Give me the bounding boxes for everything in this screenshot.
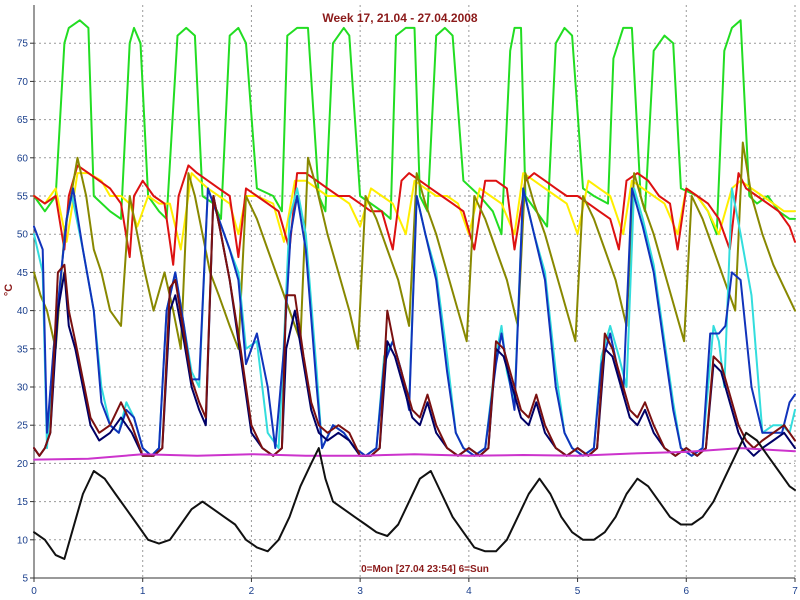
- x-tick-label: 6: [684, 586, 690, 597]
- y-tick-label: 75: [17, 39, 29, 50]
- y-tick-label: 35: [17, 344, 29, 355]
- y-tick-label: 70: [17, 77, 29, 88]
- chart-title: Week 17, 21.04 - 27.04.2008: [322, 11, 478, 25]
- series-group: [33, 19, 796, 560]
- y-tick-label: 65: [17, 115, 29, 126]
- y-tick-label: 5: [22, 574, 28, 585]
- y-tick-label: 25: [17, 421, 29, 432]
- x-tick-label: 3: [357, 586, 363, 597]
- chart-footer: 0=Mon [27.04 23:54] 6=Sun: [361, 564, 489, 575]
- y-tick-label: 55: [17, 192, 29, 203]
- y-tick-label: 15: [17, 497, 29, 508]
- series-line-2: [33, 172, 796, 251]
- x-tick-label: 1: [140, 586, 146, 597]
- y-tick-label: 40: [17, 306, 29, 317]
- series-line-1: [33, 19, 796, 236]
- y-tick-label: 10: [17, 535, 29, 546]
- x-tick-label: 2: [249, 586, 255, 597]
- y-tick-label: 30: [17, 383, 29, 394]
- series-line-4: [33, 141, 796, 350]
- x-tick-label: 0: [31, 586, 37, 597]
- x-tick-label: 7: [792, 586, 798, 597]
- series-line-10: [33, 431, 796, 560]
- series-line-8: [33, 195, 796, 457]
- y-tick-label: 45: [17, 268, 29, 279]
- y-tick-label: 50: [17, 230, 29, 241]
- series-line-9: [33, 447, 796, 461]
- y-tick-label: 60: [17, 153, 29, 164]
- x-tick-label: 4: [466, 586, 472, 597]
- y-axis-label: °C: [3, 284, 15, 296]
- series-line-3: [33, 164, 796, 266]
- y-tick-label: 20: [17, 459, 29, 470]
- x-tick-label: 5: [575, 586, 581, 597]
